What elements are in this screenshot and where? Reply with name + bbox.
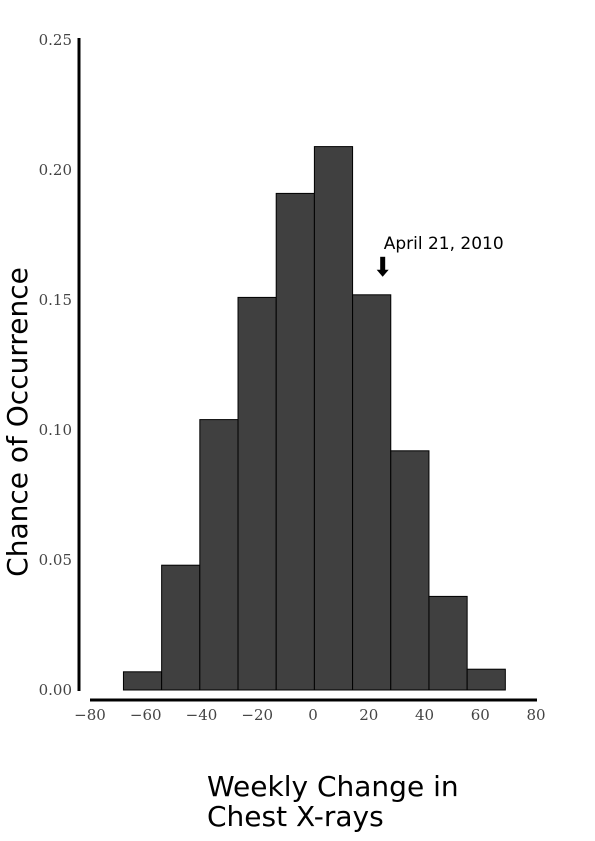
x-axis-ticks: −80 −60 −40 −20 0 20 40 60 80 [74, 706, 545, 724]
y-axis-title: Chance of Occurrence [1, 267, 34, 577]
histogram-bars [122, 146, 506, 691]
annotation-arrow-icon [376, 256, 389, 277]
y-tick-label: 0.05 [39, 551, 72, 569]
annotation-arrow-shaft [380, 256, 386, 271]
y-tick-label: 0.20 [39, 161, 72, 179]
x-tick-label: 80 [526, 706, 545, 724]
y-axis-ticks: 0.00 0.05 0.10 0.15 0.20 0.25 [39, 31, 72, 699]
x-tick-label: −80 [74, 706, 106, 724]
annotation-label: April 21, 2010 [384, 234, 504, 254]
y-tick-label: 0.15 [39, 291, 72, 309]
x-tick-label: −20 [241, 706, 273, 724]
histogram-bar [390, 450, 430, 691]
x-tick-label: 40 [415, 706, 434, 724]
histogram-bar [428, 595, 468, 691]
x-tick-label: −60 [130, 706, 162, 724]
x-axis-title-line2: Chest X-rays [207, 800, 384, 833]
y-tick-label: 0.25 [39, 31, 72, 49]
x-tick-label: −40 [186, 706, 218, 724]
histogram-bar [352, 294, 392, 691]
histogram-bar [199, 419, 239, 691]
histogram-bar [161, 564, 201, 691]
x-axis-title-line1: Weekly Change in [207, 770, 459, 803]
x-tick-label: 60 [471, 706, 490, 724]
histogram-bar [122, 671, 163, 691]
histogram-bar [313, 146, 354, 691]
annotation-arrow-head [376, 269, 389, 277]
x-tick-label: 20 [359, 706, 378, 724]
histogram-bar [466, 668, 506, 691]
x-tick-label: 0 [308, 706, 318, 724]
annotation: April 21, 2010 [376, 234, 504, 277]
histogram-bar [237, 296, 277, 691]
y-tick-label: 0.00 [39, 681, 72, 699]
histogram-bar [275, 192, 315, 691]
y-tick-label: 0.10 [39, 421, 72, 439]
